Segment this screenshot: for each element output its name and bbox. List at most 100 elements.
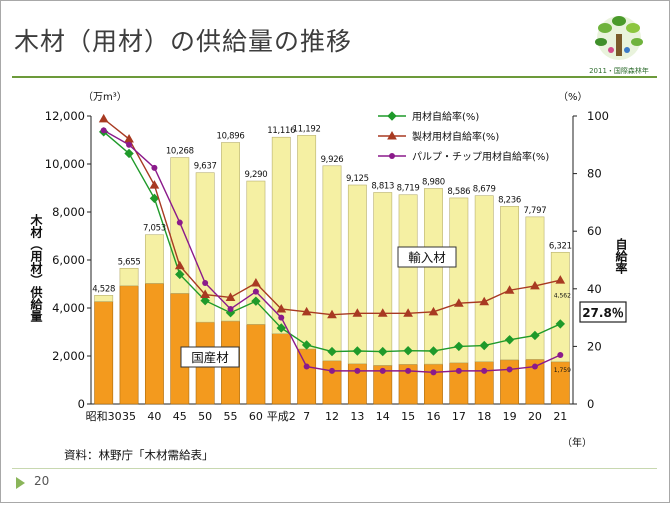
x-tick-label: 60 <box>249 410 263 423</box>
line-point <box>389 153 395 159</box>
bar-import <box>119 267 139 287</box>
footer-divider <box>12 468 657 469</box>
bar-total-label: 7,053 <box>143 224 166 234</box>
bar-total-label: 9,290 <box>244 170 267 180</box>
bar-import <box>195 172 215 323</box>
line-point <box>530 280 540 290</box>
x-tick-label: 18 <box>477 410 491 423</box>
x-tick-label: 平成2 <box>267 410 296 423</box>
line-point <box>200 295 210 306</box>
line-point <box>278 314 285 321</box>
x-tick-label: 21 <box>553 410 567 423</box>
x-tick-label: 昭和30 <box>86 410 122 423</box>
bar-import <box>297 135 317 350</box>
right-axis-unit: （%） <box>558 91 588 103</box>
left-tick-label: 10,000 <box>45 157 85 171</box>
right-tick-label: 20 <box>587 339 602 353</box>
bar-domestic <box>297 348 317 405</box>
x-tick-label: 55 <box>224 410 238 423</box>
line-point <box>176 219 183 226</box>
line-point <box>387 111 397 121</box>
line-series <box>98 113 566 376</box>
bar-domestic <box>322 360 342 405</box>
line-point <box>303 363 310 370</box>
bar-import <box>271 136 291 334</box>
line-point <box>149 193 160 204</box>
line-point <box>301 340 312 350</box>
x-tick-label: 17 <box>452 410 466 423</box>
left-tick-label: 8,000 <box>52 205 85 219</box>
line-point <box>327 309 337 319</box>
right-tick-label: 0 <box>587 397 594 411</box>
x-axis-unit: （年） <box>562 436 592 449</box>
international-year-of-forests-logo-icon <box>595 16 643 60</box>
line-point <box>98 113 109 123</box>
bar-import <box>94 295 114 302</box>
bar-total-label: 9,125 <box>346 174 369 184</box>
bar-total-label: 7,797 <box>524 206 547 216</box>
bar-import <box>424 188 443 365</box>
domestic-label: 国産材 <box>191 350 229 365</box>
left-axis-unit: （万m³） <box>83 91 127 103</box>
bar-import <box>373 192 393 366</box>
left-tick-label: 0 <box>78 397 85 411</box>
line-point <box>200 289 211 299</box>
bar-total-label: 8,813 <box>371 181 394 191</box>
x-tick-label: 35 <box>122 410 136 423</box>
line-point <box>378 346 388 357</box>
line-point <box>352 308 363 317</box>
legend-label: 製材用材自給率(%) <box>412 130 499 143</box>
bar-import <box>474 195 494 362</box>
line-point <box>555 319 566 329</box>
footer-arrow-icon <box>16 477 25 489</box>
line-point <box>327 346 337 357</box>
left-axis-title: 木材（用材）供給量 <box>29 213 43 322</box>
bar-total-label: 5,655 <box>118 257 141 267</box>
x-tick-label: 40 <box>147 410 161 423</box>
bar-total-label: 8,679 <box>473 185 496 195</box>
bar-import <box>221 142 240 322</box>
line-point <box>100 127 107 134</box>
logo-caption: 2011・国際森林年 <box>589 67 649 75</box>
bar-domestic <box>119 285 139 405</box>
bar-import <box>500 206 520 361</box>
line-point <box>301 306 312 316</box>
line-point <box>479 296 490 306</box>
final-rate-box <box>579 301 627 323</box>
import-label: 輸入材 <box>408 250 446 265</box>
slide-title: 木材（用材）の供給量の推移 <box>14 27 353 56</box>
line-point <box>352 346 363 356</box>
line-point <box>354 367 361 374</box>
line-point <box>454 341 464 352</box>
bar-series <box>94 135 570 405</box>
line-point <box>276 323 286 333</box>
line-point <box>504 335 515 345</box>
legend-label: 用材自給率(%) <box>412 110 479 123</box>
line-point <box>504 285 515 294</box>
line-point <box>149 180 160 189</box>
bar-import <box>144 234 164 284</box>
bar-total-label: 9,926 <box>321 155 344 165</box>
line-point <box>506 366 513 373</box>
line-point <box>329 367 335 374</box>
line-point <box>126 141 133 148</box>
line-point <box>225 292 236 301</box>
bar-total-label: 10,268 <box>166 147 194 157</box>
x-tick-label: 15 <box>401 410 415 423</box>
line-point <box>555 275 566 284</box>
bar-total-label: 8,980 <box>422 177 445 187</box>
x-tick-label: 45 <box>173 410 187 423</box>
bar-total-label: 10,896 <box>217 131 245 141</box>
line-point <box>557 352 564 359</box>
x-tick-label: 50 <box>198 410 212 423</box>
x-tick-label: 20 <box>528 410 542 423</box>
left-tick-label: 4,000 <box>52 301 85 315</box>
line-point <box>531 363 538 370</box>
line-point <box>403 308 413 317</box>
left-tick-label: 12,000 <box>45 109 85 123</box>
line-point <box>403 346 413 356</box>
bar-total-label: 8,586 <box>447 187 470 197</box>
bar-domestic <box>144 283 164 405</box>
right-tick-label: 60 <box>587 224 602 238</box>
